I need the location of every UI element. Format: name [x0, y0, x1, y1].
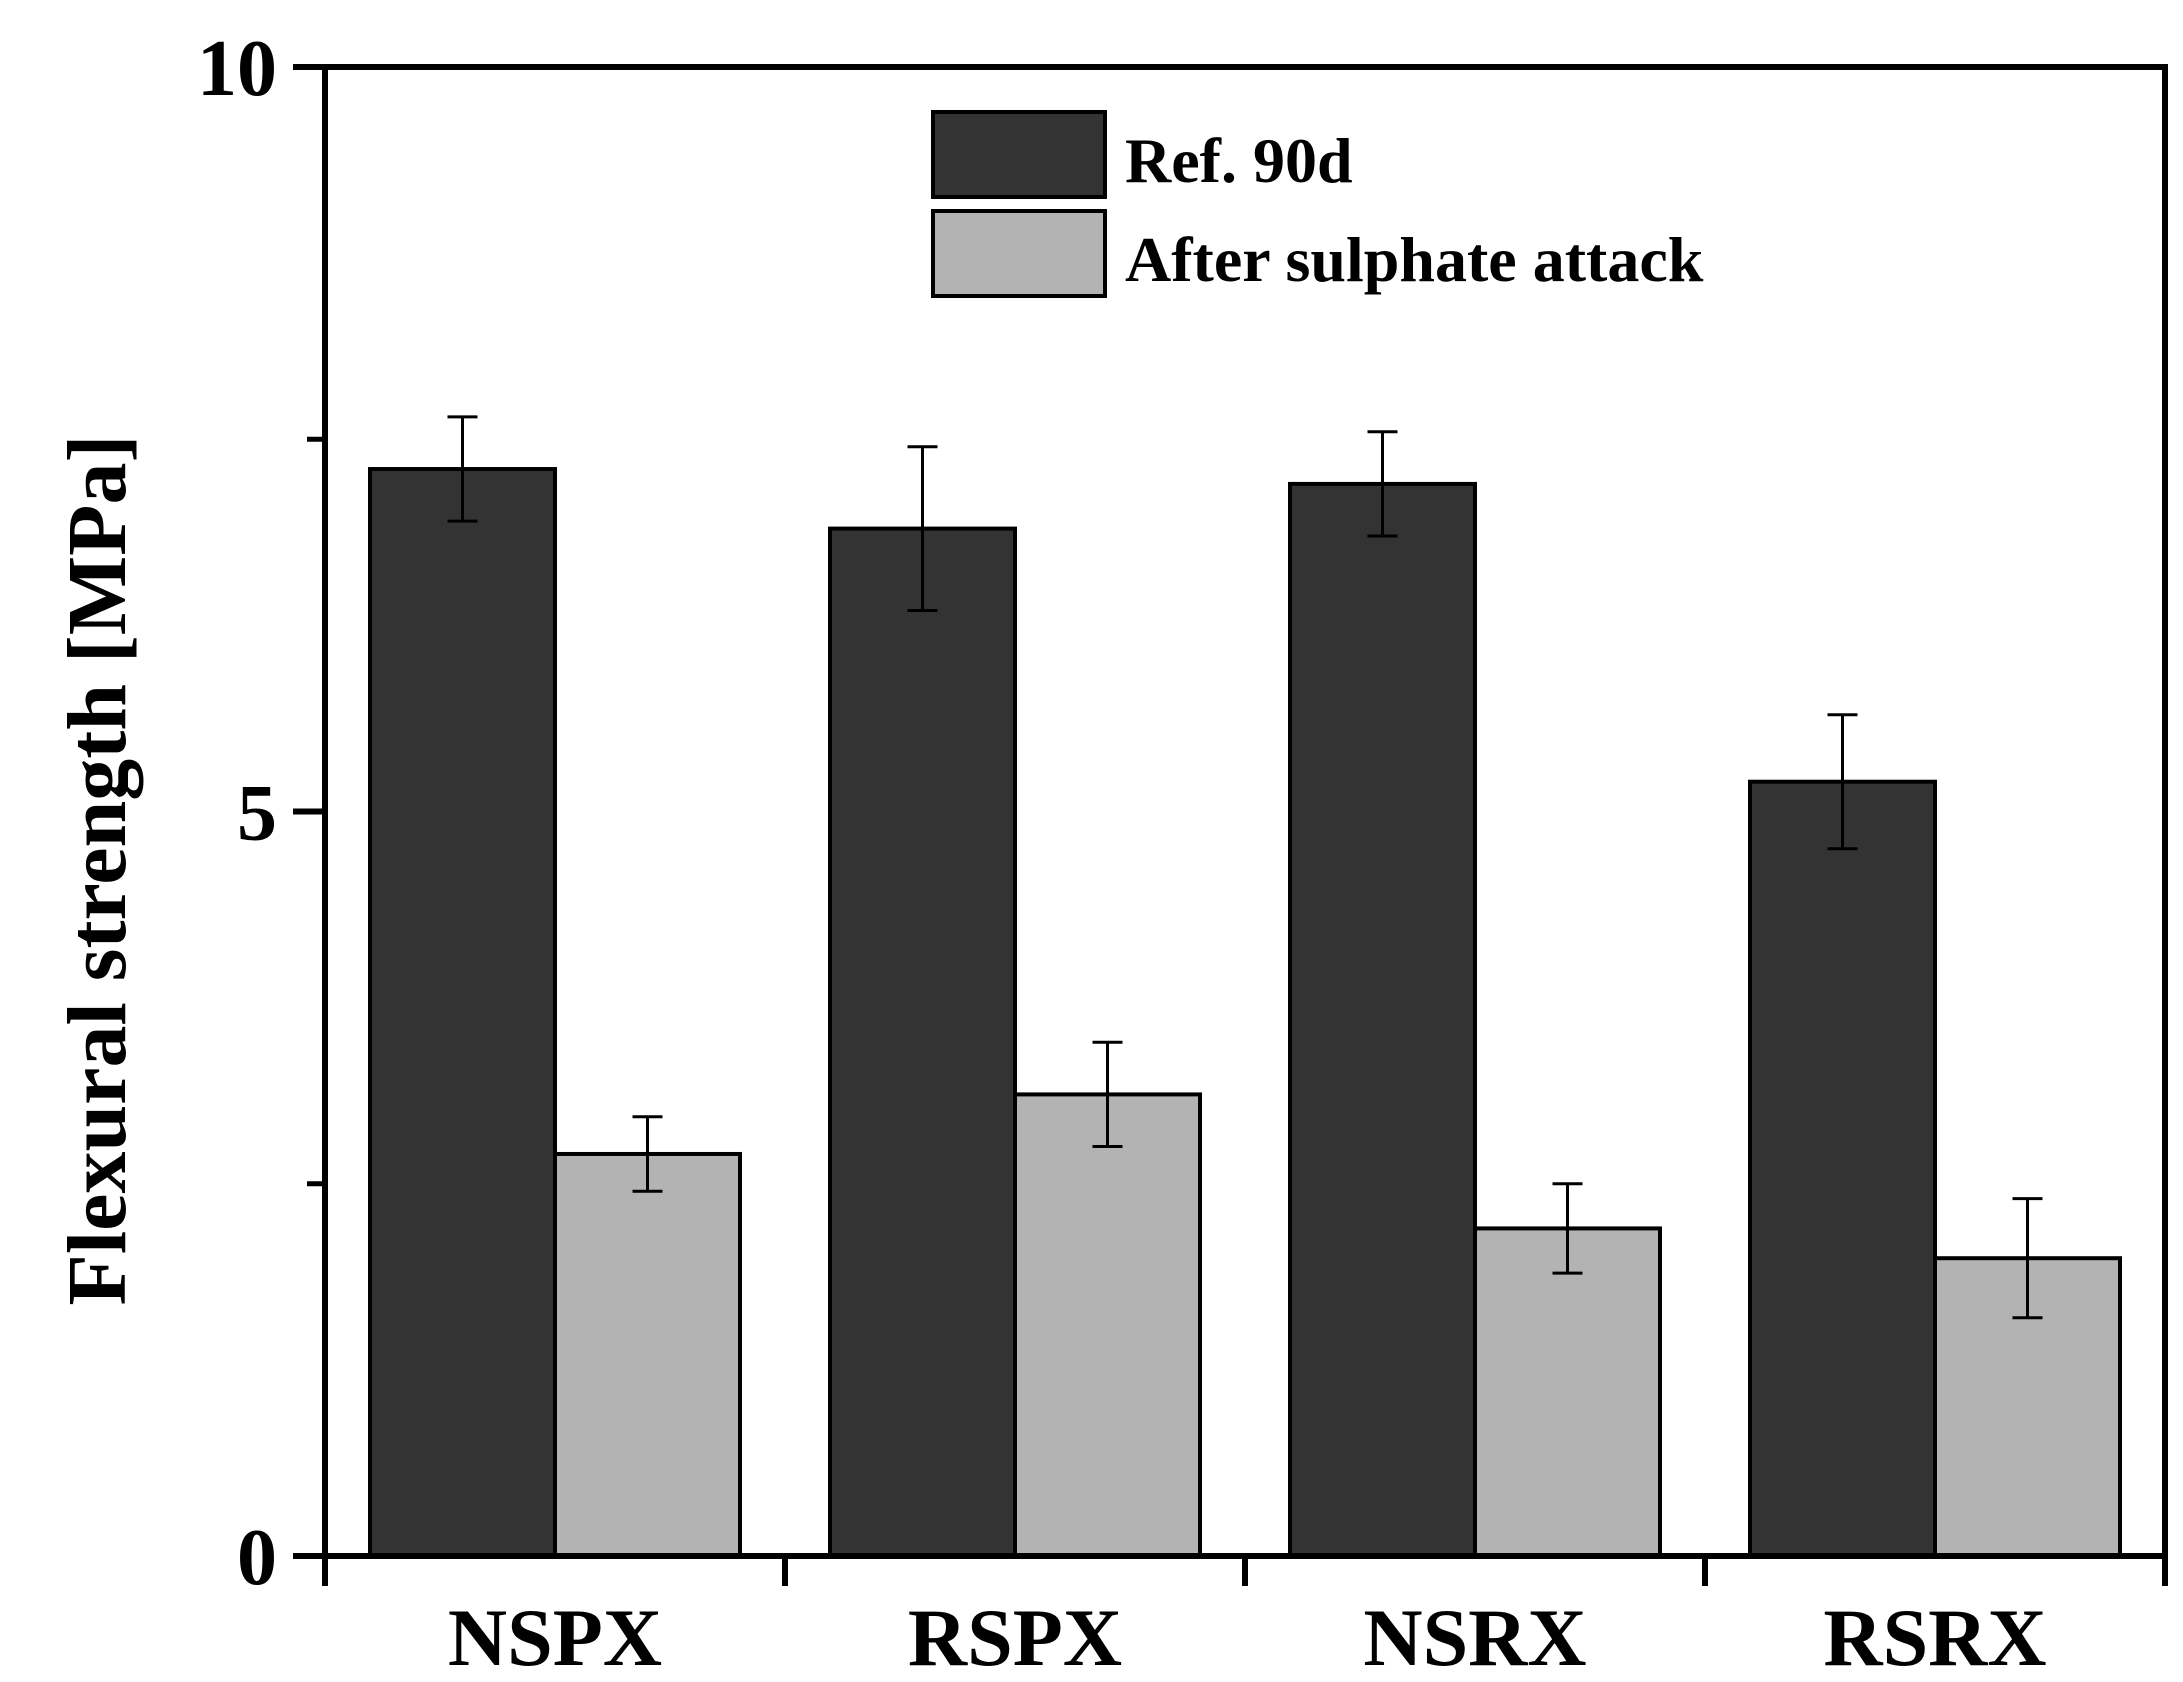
error-bar-nspx-ref-90d	[447, 415, 478, 523]
bar-nspx-ref-90d	[368, 467, 557, 1558]
error-bar-rsrx-after-sulphate-attack	[2012, 1197, 2043, 1320]
legend: Ref. 90d After sulphate attack	[931, 110, 1704, 298]
bar-rspx-ref-90d	[828, 526, 1017, 1559]
legend-swatch-after-sulphate-attack	[931, 209, 1107, 298]
bar-nspx-after-sulphate-attack	[553, 1151, 742, 1558]
legend-label-ref-90d: Ref. 90d	[1125, 125, 1353, 196]
y-axis-label: Flexural strength [MPa]	[51, 435, 144, 1306]
x-tick-label-rspx: RSPX	[908, 1592, 1122, 1682]
error-bar-nsrx-ref-90d	[1367, 430, 1398, 538]
bar-nsrx-after-sulphate-attack	[1473, 1226, 1662, 1559]
legend-label-after-sulphate-attack: After sulphate attack	[1125, 224, 1704, 295]
bar-nsrx-ref-90d	[1288, 481, 1477, 1558]
error-bar-nsrx-after-sulphate-attack	[1552, 1182, 1583, 1275]
error-bar-rspx-after-sulphate-attack	[1092, 1040, 1123, 1149]
y-tick-label-10: 10	[197, 25, 277, 113]
error-bar-rsrx-ref-90d	[1827, 713, 1858, 851]
bars-layer	[368, 467, 2122, 1559]
bar-rspx-after-sulphate-attack	[1013, 1092, 1202, 1559]
x-tick-label-nspx: NSPX	[448, 1592, 662, 1682]
y-tick-label-5: 5	[237, 770, 277, 858]
error-bars-layer	[447, 415, 2043, 1320]
error-bar-rspx-ref-90d	[907, 445, 938, 612]
legend-swatch-ref-90d	[931, 110, 1107, 199]
x-tick-label-rsrx: RSRX	[1823, 1592, 2046, 1682]
x-tick-label-nsrx: NSRX	[1363, 1592, 1586, 1682]
error-bar-nspx-after-sulphate-attack	[632, 1115, 663, 1193]
axes-layer: NSPX RSPX NSRX RSRX 0 5 10	[197, 25, 2168, 1682]
y-tick-label-0: 0	[237, 1514, 277, 1602]
bar-rsrx-ref-90d	[1748, 779, 1937, 1558]
